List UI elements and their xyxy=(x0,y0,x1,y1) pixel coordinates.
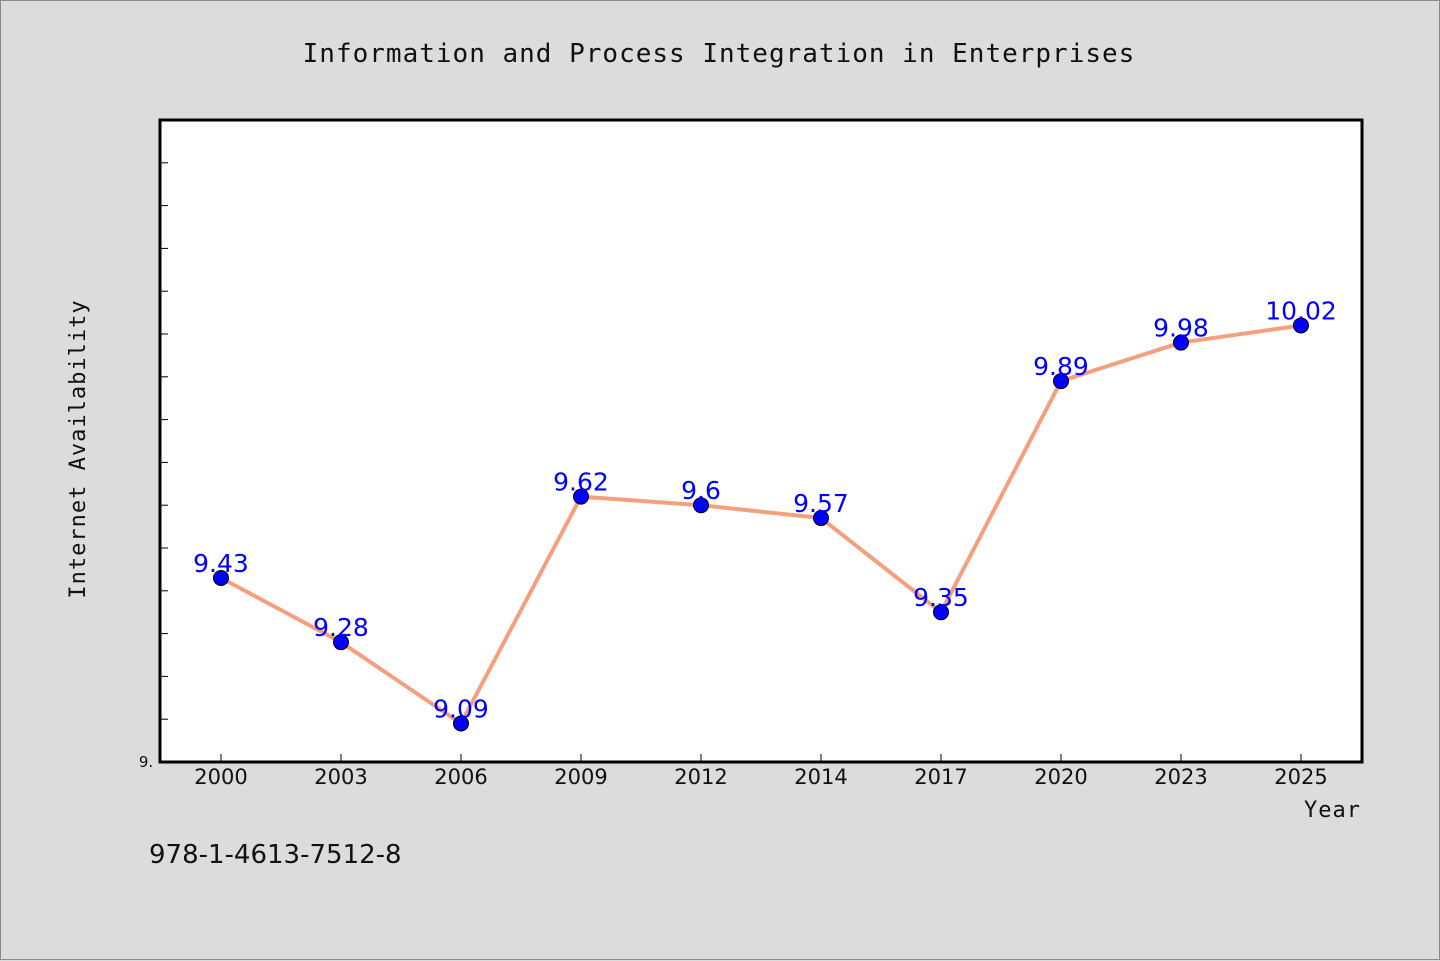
data-label: 9.09 xyxy=(433,694,489,723)
data-label: 9.28 xyxy=(313,613,369,642)
x-tick-label: 2009 xyxy=(554,765,607,789)
data-label: 9.98 xyxy=(1153,314,1209,343)
data-label: 9.43 xyxy=(193,549,249,578)
y-axis-label: Internet Availability xyxy=(66,299,91,598)
data-point xyxy=(693,497,709,514)
data-label: 10.02 xyxy=(1265,296,1337,325)
data-point xyxy=(573,488,589,505)
data-label: 9.57 xyxy=(793,489,849,518)
x-tick-label: 2020 xyxy=(1034,765,1087,789)
x-tick-label: 2017 xyxy=(914,765,967,789)
data-label: 9.6 xyxy=(681,476,721,505)
data-label: 9.35 xyxy=(913,583,969,612)
data-point xyxy=(933,604,949,621)
data-point xyxy=(1173,334,1189,351)
isbn-footnote: 978-1-4613-7512-8 xyxy=(149,840,402,870)
data-point xyxy=(813,510,829,527)
plot-area xyxy=(158,118,1364,764)
data-point xyxy=(453,715,469,732)
data-labels-group: 9.43 9.28 9.09 9.62 9.6 9.57 9.35 9.89 9.98 10.02 xyxy=(193,296,1337,723)
x-tick-label: 2003 xyxy=(314,765,367,789)
y-tick-label: 9. xyxy=(139,753,153,771)
data-label: 9.89 xyxy=(1033,352,1089,381)
x-tick-label: 2025 xyxy=(1274,765,1327,789)
x-tick-label: 2000 xyxy=(194,765,247,789)
series-line-group xyxy=(213,317,1309,732)
y-axis-ticks xyxy=(160,162,168,763)
series-line xyxy=(219,323,1303,726)
x-tick-label: 2006 xyxy=(434,765,487,789)
data-point xyxy=(1293,317,1309,334)
data-point xyxy=(213,569,229,586)
x-tick-label: 2012 xyxy=(674,765,727,789)
data-label: 9.62 xyxy=(553,468,609,497)
x-axis-label: Year xyxy=(1304,798,1361,823)
x-axis-ticks: 2000 2003 2006 2009 2012 2014 2017 2020 2023 2025 xyxy=(194,754,1328,789)
data-point xyxy=(333,634,349,651)
x-tick-label: 2014 xyxy=(794,765,847,789)
x-tick-label: 2023 xyxy=(1154,765,1207,789)
data-point xyxy=(1053,373,1069,390)
chart-title: Information and Process Integration in E… xyxy=(303,39,1136,69)
